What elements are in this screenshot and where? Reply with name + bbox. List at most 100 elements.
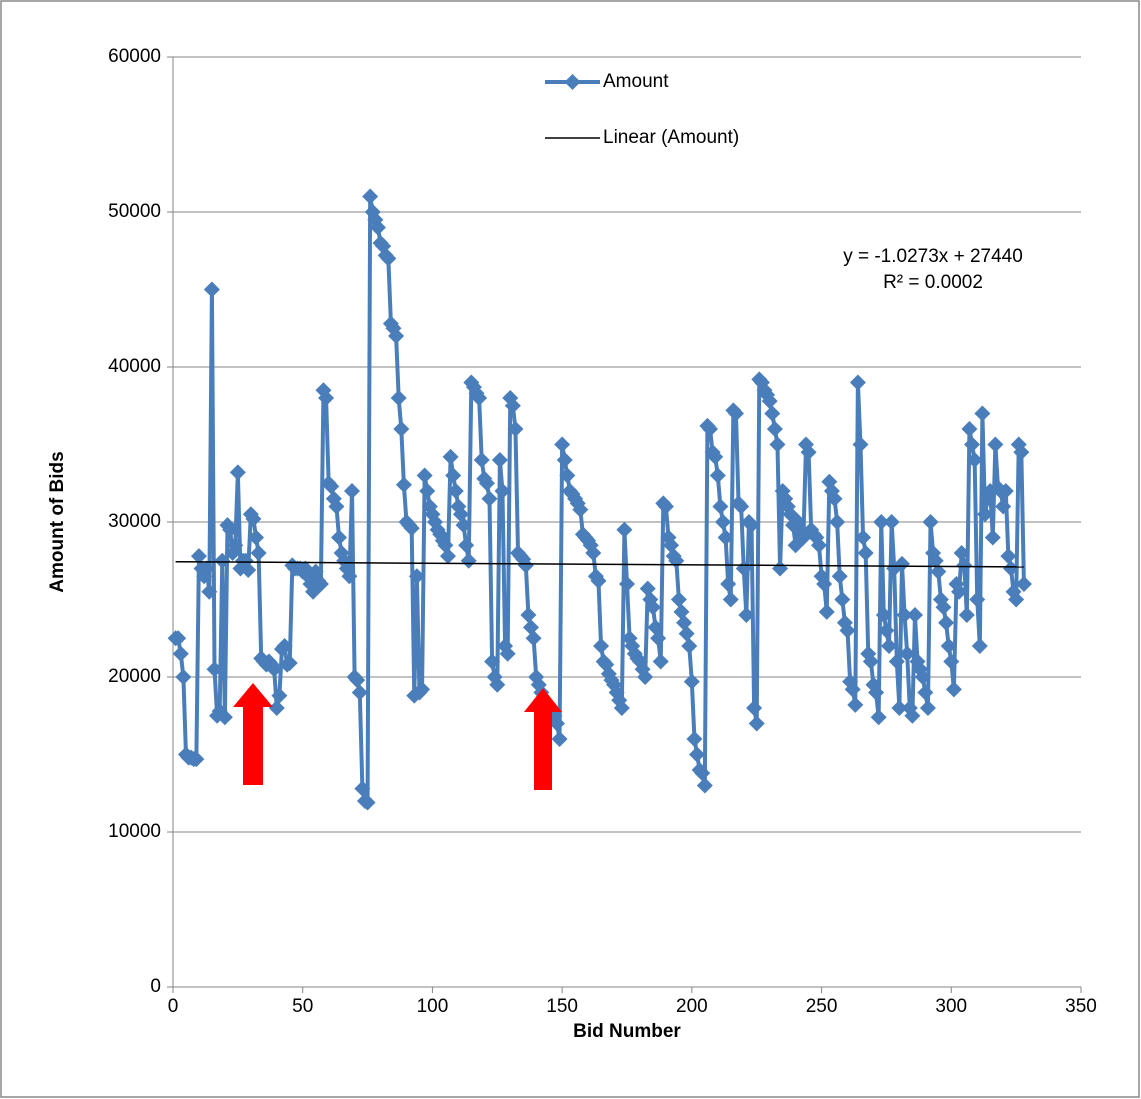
data-point — [403, 520, 420, 537]
data-point — [1008, 591, 1025, 608]
data-point — [764, 405, 781, 422]
data-point — [471, 390, 488, 406]
data-point — [572, 501, 589, 518]
data-point — [818, 603, 835, 620]
data-point — [961, 421, 978, 437]
data-point — [170, 630, 187, 647]
data-point — [800, 444, 817, 461]
data-point — [473, 452, 490, 468]
data-point — [1000, 548, 1017, 565]
data-point — [619, 576, 635, 592]
data-point — [681, 638, 698, 654]
data-point — [816, 576, 833, 592]
y-tick-label: 30000 — [108, 511, 161, 532]
data-point — [969, 591, 986, 608]
data-point — [891, 700, 908, 716]
data-point — [395, 476, 412, 493]
red-arrow — [524, 688, 562, 790]
data-point — [458, 537, 475, 554]
data-point — [393, 421, 410, 437]
data-point — [766, 421, 783, 437]
data-point — [445, 467, 462, 484]
data-point — [585, 545, 602, 561]
red-arrow — [233, 683, 273, 785]
data-point — [964, 436, 981, 453]
x-tick-label: 200 — [676, 996, 708, 1017]
y-tick-label: 10000 — [108, 821, 161, 842]
data-point — [491, 452, 508, 468]
data-point — [245, 510, 262, 527]
data-point — [266, 661, 283, 678]
data-point — [995, 498, 1012, 515]
data-point — [331, 529, 348, 546]
data-point — [362, 188, 379, 205]
data-point — [494, 483, 511, 499]
data-point — [743, 517, 760, 534]
data-point — [722, 591, 739, 608]
data-point — [523, 619, 540, 636]
data-point — [414, 681, 431, 698]
data-point — [227, 537, 244, 554]
data-point — [953, 545, 970, 561]
data-point — [455, 517, 472, 534]
data-point — [593, 638, 610, 654]
data-point — [984, 529, 1001, 546]
data-point — [717, 529, 734, 546]
plot-area: 0 10000 20000 30000 40000 50000 60000 0 50 100 150… — [108, 46, 1097, 1017]
data-point — [826, 490, 843, 507]
data-point — [484, 653, 501, 670]
data-point — [873, 514, 890, 530]
data-point — [878, 622, 895, 639]
data-point — [694, 765, 711, 782]
data-point — [652, 653, 669, 670]
data-point — [966, 452, 983, 468]
data-point — [678, 625, 695, 642]
data-point — [216, 709, 233, 726]
data-point — [250, 545, 267, 561]
data-point — [727, 405, 744, 422]
data-point — [172, 645, 189, 662]
data-point — [956, 557, 973, 574]
data-point — [707, 448, 724, 465]
data-point — [829, 514, 846, 530]
data-point — [852, 436, 869, 453]
data-point — [222, 521, 239, 538]
data-point — [831, 568, 848, 585]
x-axis-title: Bid Number — [573, 1021, 681, 1042]
data-point — [548, 715, 565, 732]
data-point — [201, 583, 218, 600]
data-point — [696, 777, 713, 794]
data-point — [862, 653, 879, 670]
data-point — [390, 390, 407, 406]
data-point — [875, 607, 892, 623]
data-point — [478, 475, 495, 492]
y-tick-label: 40000 — [108, 356, 161, 377]
data-point — [554, 436, 571, 453]
trend-r-squared: R² = 0.0002 — [883, 272, 983, 293]
y-tick-label: 60000 — [108, 46, 161, 67]
data-point — [206, 661, 223, 678]
data-point — [408, 568, 425, 585]
data-point — [613, 700, 630, 716]
data-point — [712, 498, 729, 515]
data-point — [663, 537, 680, 554]
legend-marker — [564, 74, 581, 90]
data-point — [442, 448, 459, 465]
data-point — [676, 614, 693, 631]
data-point — [738, 607, 755, 623]
data-point — [380, 250, 397, 267]
data-point — [1002, 560, 1019, 577]
data-point — [748, 715, 765, 732]
data-point — [460, 552, 477, 569]
data-point — [855, 529, 872, 546]
legend-label: Amount — [603, 71, 669, 92]
data-point — [637, 669, 654, 685]
data-point — [917, 684, 934, 701]
y-tick-label: 20000 — [108, 666, 161, 687]
data-point — [935, 599, 952, 616]
data-point — [733, 498, 750, 515]
data-point — [489, 676, 506, 693]
data-point — [847, 696, 864, 713]
data-point — [369, 219, 386, 236]
